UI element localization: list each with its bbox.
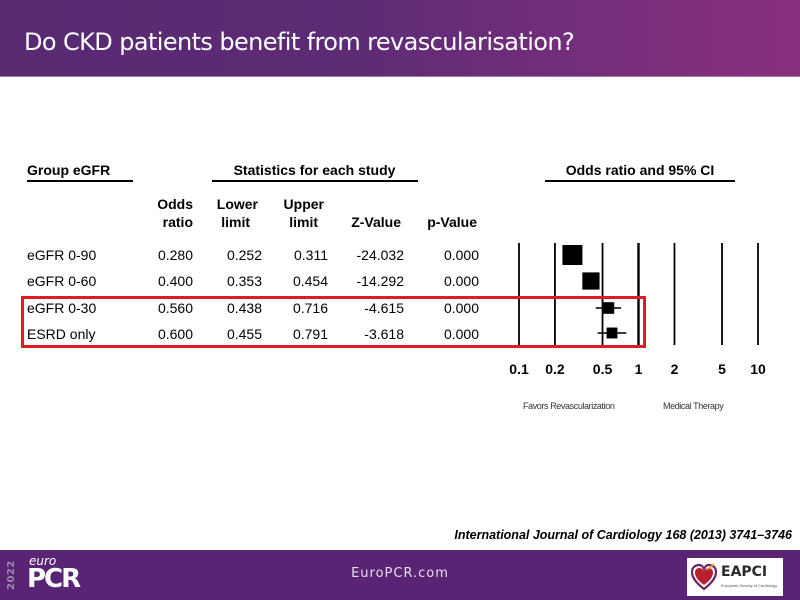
plot-header-underline <box>545 180 735 182</box>
x-tick-label: 0.5 <box>592 361 613 377</box>
col-header-upper-limit-line1: Upper <box>283 196 324 212</box>
x-axis-right-label: Medical Therapy <box>663 401 724 411</box>
forest-plot <box>518 243 759 345</box>
footer-url[interactable]: EuroPCR.com <box>351 566 449 581</box>
eapci-wordmark: EAPCI <box>721 564 768 580</box>
col-header-z-value: Z-Value <box>351 214 401 230</box>
odds-ratio-marker <box>582 272 600 290</box>
slide-footer: 2022 euro PCR EuroPCR.com EAPCI European… <box>0 550 800 600</box>
highlight-box <box>21 296 646 348</box>
col-header-upper-limit-line2: limit <box>289 214 318 230</box>
footer-brand-prefix: euro <box>29 554 57 568</box>
row-z-value: -3.618 <box>364 326 404 342</box>
stats-header: Statistics for each study <box>233 162 396 178</box>
row-p-value: 0.000 <box>443 300 479 316</box>
eapci-subtitle: European Society of Cardiology <box>721 583 778 588</box>
footer-brand-logo: PCR <box>27 564 81 594</box>
x-tick-label: 0.1 <box>509 361 529 377</box>
odds-ratio-marker <box>562 245 583 265</box>
x-tick-label: 0.2 <box>545 361 565 377</box>
plot-header: Odds ratio and 95% CI <box>565 162 715 178</box>
group-header-underline <box>27 180 133 182</box>
row-p-value: 0.000 <box>443 326 479 342</box>
odds-ratio-marker <box>602 302 615 314</box>
row-p-value: 0.000 <box>443 273 479 289</box>
row-group: eGFR 0-90 <box>27 247 97 263</box>
row-z-value: -4.615 <box>364 300 404 316</box>
row-lower-limit: 0.252 <box>226 247 262 263</box>
row-upper-limit: 0.716 <box>292 300 328 316</box>
eapci-logo: EAPCI European Society of Cardiology <box>687 558 783 596</box>
col-header-p-value: p-Value <box>427 214 477 230</box>
row-lower-limit: 0.455 <box>226 326 262 342</box>
row-upper-limit: 0.454 <box>292 273 328 289</box>
citation: International Journal of Cardiology 168 … <box>454 528 792 542</box>
row-odds-ratio: 0.400 <box>157 273 193 289</box>
row-lower-limit: 0.353 <box>226 273 262 289</box>
col-header-odds-ratio-line1: Odds <box>157 196 193 212</box>
slide-header: Do CKD patients benefit from revasculari… <box>0 0 800 77</box>
group-header: Group eGFR <box>27 162 111 178</box>
x-tick-label: 5 <box>718 361 726 377</box>
row-group: ESRD only <box>27 326 96 342</box>
odds-ratio-marker <box>606 327 618 339</box>
stats-header-underline <box>212 180 418 182</box>
col-header-lower-limit-line2: limit <box>221 214 250 230</box>
row-z-value: -24.032 <box>356 247 404 263</box>
x-tick-label: 10 <box>750 361 766 377</box>
row-z-value: -14.292 <box>356 273 404 289</box>
row-group: eGFR 0-60 <box>27 273 97 289</box>
heart-icon <box>691 563 717 591</box>
x-tick-label: 1 <box>634 361 643 377</box>
row-odds-ratio: 0.560 <box>157 300 193 316</box>
col-header-lower-limit-line1: Lower <box>216 196 258 212</box>
x-tick-label: 2 <box>670 361 679 377</box>
row-lower-limit: 0.438 <box>226 300 262 316</box>
slide-title: Do CKD patients benefit from revasculari… <box>24 28 575 56</box>
row-odds-ratio: 0.280 <box>157 247 193 263</box>
row-odds-ratio: 0.600 <box>157 326 193 342</box>
row-group: eGFR 0-30 <box>27 300 97 316</box>
row-upper-limit: 0.311 <box>294 247 328 263</box>
x-axis-left-label: Favors Revascularization <box>523 401 615 411</box>
col-header-odds-ratio-line2: ratio <box>162 214 193 230</box>
row-upper-limit: 0.791 <box>292 326 328 342</box>
row-p-value: 0.000 <box>443 247 479 263</box>
